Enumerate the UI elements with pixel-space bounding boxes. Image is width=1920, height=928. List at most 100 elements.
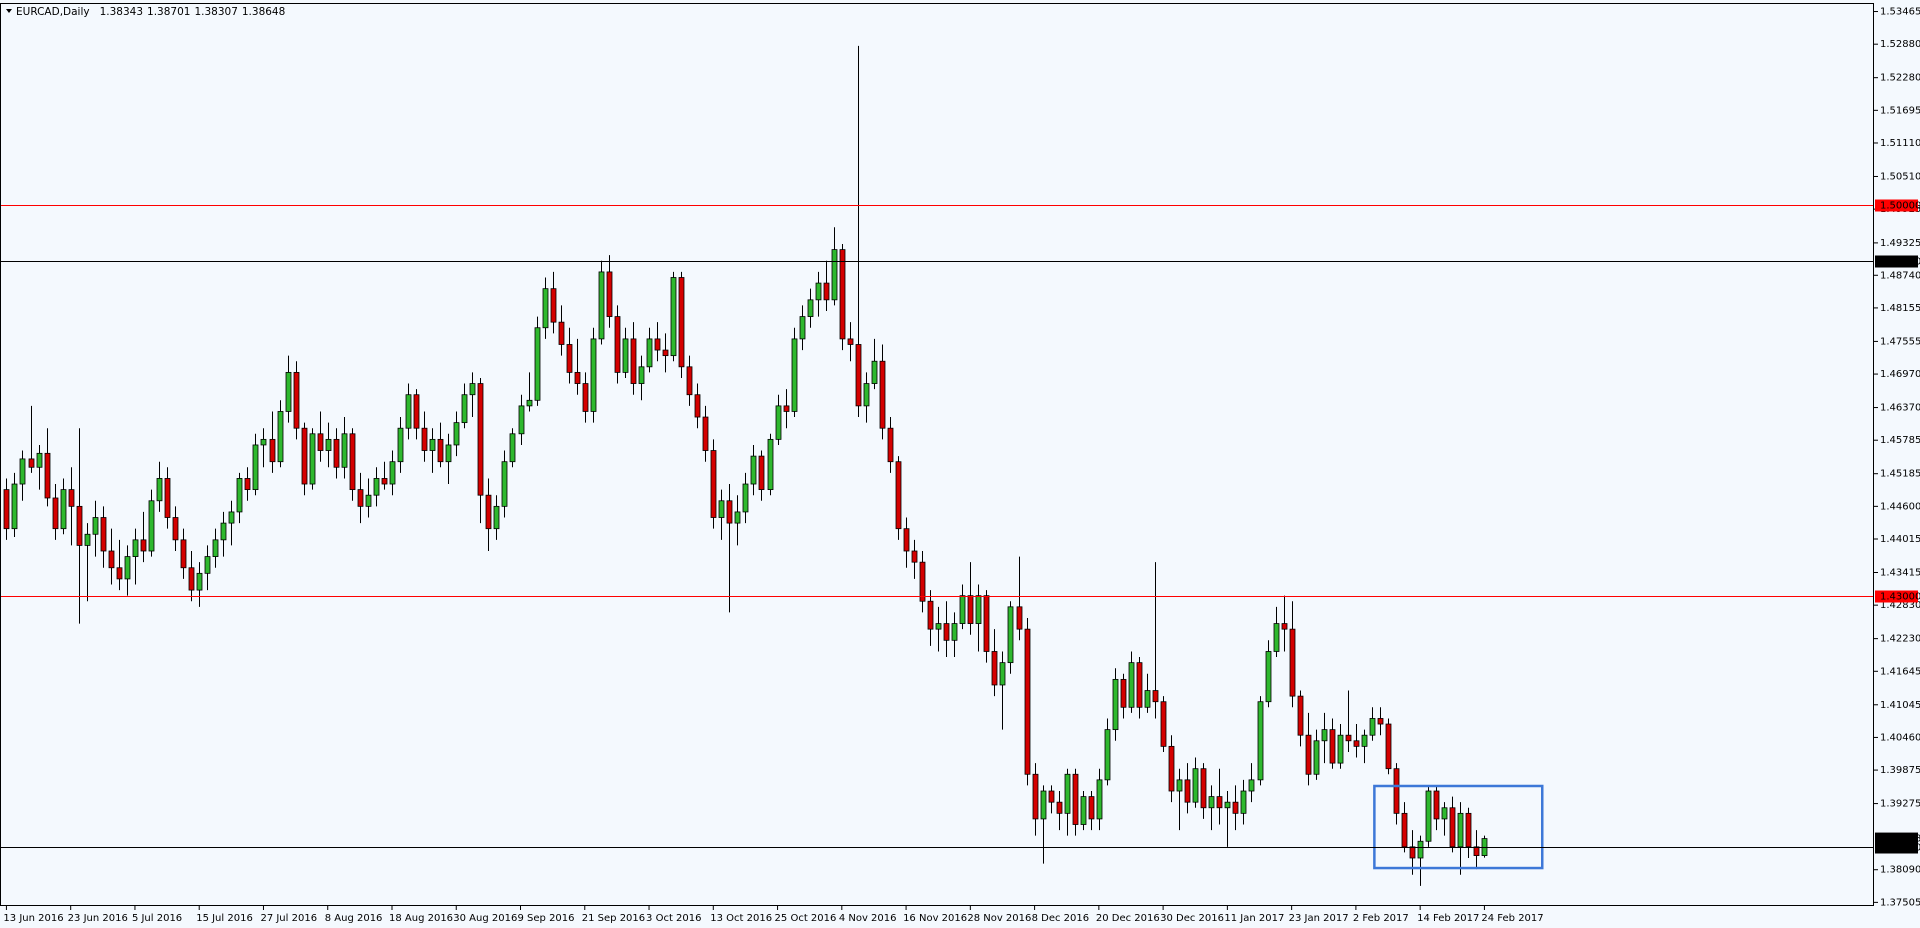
candle-body <box>630 338 637 384</box>
candle-body <box>461 394 468 424</box>
candle-body <box>365 494 372 507</box>
candle-body <box>887 427 894 463</box>
candle-body <box>1184 779 1191 803</box>
candle-body <box>1144 690 1151 708</box>
candle-body <box>1473 846 1480 856</box>
x-tick-label: 28 Nov 2016 <box>967 913 1031 924</box>
candle-body <box>493 505 500 530</box>
plot-frame <box>0 3 1874 906</box>
candle-body <box>445 444 452 463</box>
candle-body <box>1112 678 1119 731</box>
candle-body <box>718 500 725 518</box>
x-tick-label: 2 Feb 2017 <box>1353 913 1409 924</box>
y-tick-label: 1.39875 <box>1880 765 1920 776</box>
candle-body <box>1289 628 1296 697</box>
candle-body <box>767 438 774 491</box>
candle-body <box>244 478 251 491</box>
x-tick-label: 16 Nov 2016 <box>903 913 967 924</box>
candle-body <box>317 433 324 451</box>
candle-body <box>758 455 765 491</box>
price-label: 1.49000 <box>1880 257 1920 268</box>
candle-body <box>550 288 557 323</box>
candle-body <box>1136 662 1143 708</box>
candle-body <box>469 383 476 396</box>
candle-body <box>638 366 645 384</box>
candle-body <box>606 271 613 317</box>
candle-body <box>1072 773 1079 825</box>
candle-body <box>132 539 139 557</box>
x-tick-label: 30 Aug 2016 <box>453 913 517 924</box>
candle-body <box>36 452 43 468</box>
candle-body <box>68 489 75 507</box>
candle-body <box>847 338 854 345</box>
candle-body <box>1176 779 1183 792</box>
y-tick-label: 1.41045 <box>1880 700 1920 711</box>
y-tick-label: 1.51695 <box>1880 105 1920 116</box>
candle-body <box>19 458 26 485</box>
header: EURCAD,Daily 1.38343 1.38701 1.38307 1.38648 <box>16 6 285 18</box>
candle-body <box>164 478 171 518</box>
candle-body <box>1369 718 1376 736</box>
candle-body <box>1128 662 1135 708</box>
candle-body <box>791 338 798 412</box>
y-tick-label: 1.42830 <box>1880 600 1920 611</box>
price-label: 1.38500 <box>1880 843 1920 854</box>
candle-body <box>140 539 147 552</box>
candle-body <box>277 411 284 463</box>
high-text: 1.38701 <box>147 6 190 18</box>
x-tick-label: 30 Dec 2016 <box>1160 913 1224 924</box>
price-label-box <box>1875 199 1918 212</box>
x-tick-label: 3 Oct 2016 <box>646 913 701 924</box>
candle-body <box>911 550 918 563</box>
candle-body <box>1385 723 1392 770</box>
candle-body <box>1329 729 1336 764</box>
candle-body <box>1152 690 1159 703</box>
candle-body <box>325 438 332 451</box>
candle-body <box>1417 840 1424 859</box>
candle-body <box>92 517 99 535</box>
x-tick-label: 8 Dec 2016 <box>1032 913 1090 924</box>
candle-body <box>1096 779 1103 820</box>
candle-body <box>252 444 259 491</box>
candle-body <box>188 567 195 591</box>
candle-body <box>333 438 340 468</box>
candle-body <box>646 338 653 368</box>
candle-body <box>1305 734 1312 775</box>
candle-body <box>678 277 685 368</box>
candle-body <box>124 556 131 580</box>
candle-body <box>1120 678 1127 708</box>
candle-body <box>903 528 910 552</box>
y-tick-label: 1.50510 <box>1880 171 1920 182</box>
price-label: 1.50000 <box>1880 201 1920 212</box>
candle-body <box>236 478 243 513</box>
y-tick-label: 1.46970 <box>1880 369 1920 380</box>
candle-body <box>839 249 846 340</box>
candle-body <box>228 511 235 524</box>
x-tick-label: 27 Jul 2016 <box>260 913 317 924</box>
candle-body <box>654 338 661 351</box>
candle-body <box>815 282 822 301</box>
candle-body <box>1337 734 1344 764</box>
candle-body <box>108 550 115 569</box>
candle-body <box>437 438 444 463</box>
candle-body <box>1441 807 1448 820</box>
candle-body <box>783 405 790 412</box>
candle-body <box>1048 790 1055 803</box>
candle-body <box>863 383 870 407</box>
candle-body <box>598 271 605 340</box>
candle-body <box>1056 801 1063 814</box>
x-tick-label: 23 Jan 2017 <box>1289 913 1349 924</box>
candle-body <box>1200 768 1207 809</box>
y-tick-label: 1.38090 <box>1880 865 1920 876</box>
candle-body <box>1168 745 1175 792</box>
candle-body <box>100 517 107 552</box>
candle-body <box>453 422 460 446</box>
candle-body <box>1281 623 1288 630</box>
candle-body <box>1257 701 1264 781</box>
x-tick-label: 25 Oct 2016 <box>775 913 837 924</box>
candle-body <box>831 249 838 301</box>
candle-body <box>919 561 926 602</box>
candle-body <box>172 517 179 541</box>
candle-body <box>44 452 51 499</box>
